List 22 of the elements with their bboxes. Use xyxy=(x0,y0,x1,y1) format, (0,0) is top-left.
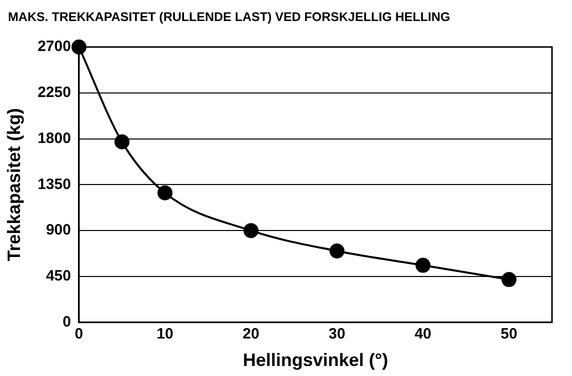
y-axis-title: Trekkapasitet (kg) xyxy=(4,108,24,262)
point xyxy=(329,244,344,258)
point xyxy=(243,223,258,238)
y-tick-label: 2250 xyxy=(38,84,71,102)
point xyxy=(415,258,430,273)
x-tick-label: 50 xyxy=(500,326,518,343)
chart-title: MAKS. TREKKAPASITET (RULLENDE LAST) VED FORSKJELLIG HELLING xyxy=(8,10,450,24)
x-axis-title: Hellingsvinkel (°) xyxy=(242,350,388,370)
y-tick-label: 1800 xyxy=(38,130,71,147)
x-tick-label: 10 xyxy=(156,326,174,343)
x-tick-label: 40 xyxy=(414,326,432,343)
x-tick-label: 30 xyxy=(328,326,346,343)
point xyxy=(114,134,130,150)
point xyxy=(501,272,516,288)
x-tick-label: 0 xyxy=(74,326,84,343)
point xyxy=(157,185,172,200)
y-tick-label: 2700 xyxy=(38,38,71,56)
x-tick-label: 20 xyxy=(242,326,260,343)
y-tick-label: 450 xyxy=(46,268,71,285)
y-tick-label: 0 xyxy=(62,314,71,331)
y-tick-label: 900 xyxy=(46,222,71,239)
y-tick-label: 1350 xyxy=(38,176,71,193)
